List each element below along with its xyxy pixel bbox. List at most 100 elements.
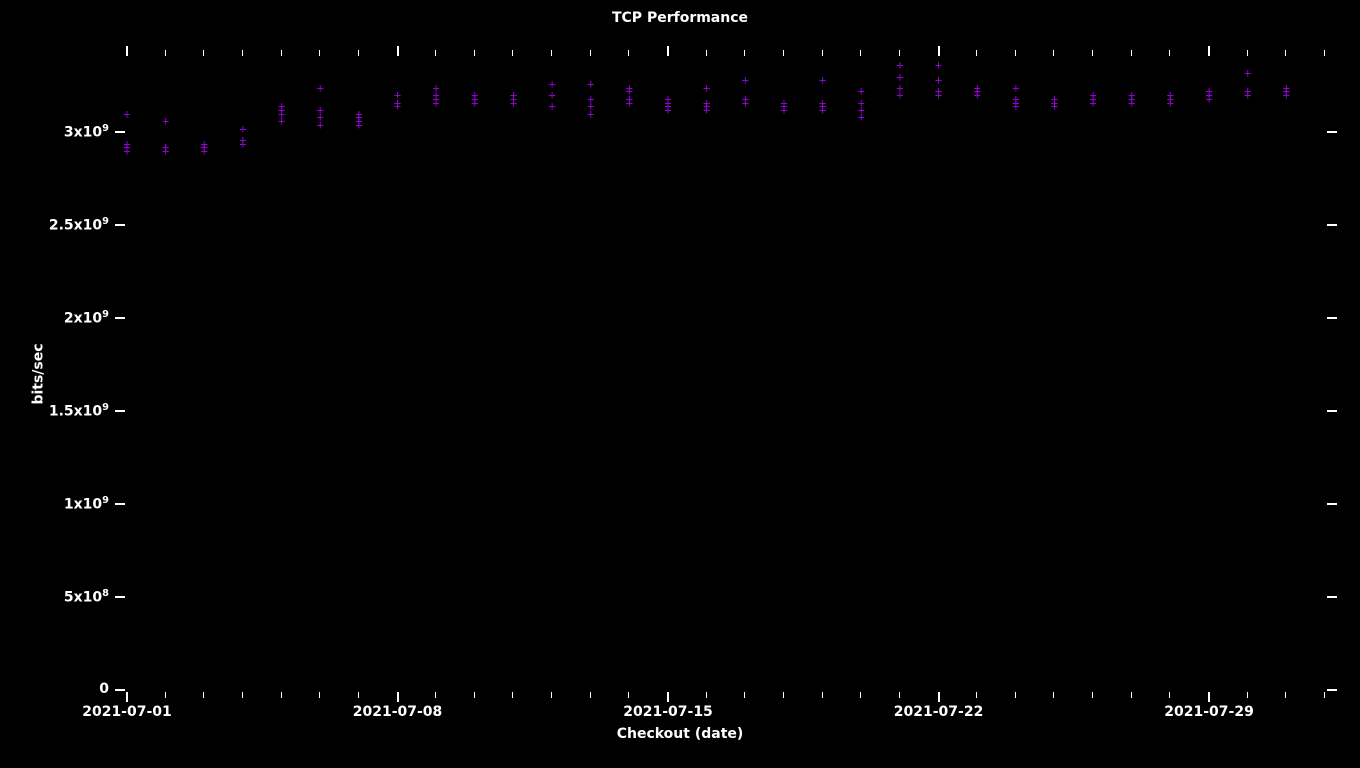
y-tick: [115, 689, 125, 691]
data-point: +: [316, 84, 324, 92]
y-tick: [1327, 224, 1337, 226]
x-minor-tick: [706, 692, 707, 698]
x-minor-tick: [899, 50, 900, 56]
x-minor-tick: [822, 50, 823, 56]
x-minor-tick: [628, 692, 629, 698]
data-point: +: [123, 147, 131, 155]
data-point: +: [548, 102, 556, 110]
data-point: +: [471, 99, 479, 107]
data-point: +: [973, 84, 981, 92]
x-minor-tick: [1131, 50, 1132, 56]
data-point: +: [200, 143, 208, 151]
x-minor-tick: [1131, 692, 1132, 698]
x-minor-tick: [860, 692, 861, 698]
x-minor-tick: [822, 692, 823, 698]
x-minor-tick: [1053, 692, 1054, 698]
x-minor-tick: [512, 50, 513, 56]
y-tick-label: 2x109: [64, 309, 109, 327]
y-tick: [115, 503, 125, 505]
x-minor-tick: [590, 50, 591, 56]
x-tick-label: 2021-07-01: [82, 704, 172, 720]
y-tick: [115, 317, 125, 319]
data-point: +: [162, 117, 170, 125]
y-tick-label: 1.5x109: [49, 402, 109, 420]
data-point: +: [587, 80, 595, 88]
y-tick-label: 2.5x109: [49, 216, 109, 234]
data-point: +: [162, 143, 170, 151]
x-major-tick: [667, 46, 669, 56]
x-minor-tick: [1015, 692, 1016, 698]
x-major-tick: [126, 692, 128, 702]
y-tick-label: 5x108: [64, 588, 109, 606]
x-minor-tick: [242, 50, 243, 56]
x-minor-tick: [474, 692, 475, 698]
x-minor-tick: [512, 692, 513, 698]
data-point: +: [780, 106, 788, 114]
data-point: +: [1244, 91, 1252, 99]
x-major-tick: [938, 692, 940, 702]
x-minor-tick: [281, 50, 282, 56]
y-tick-label: 0: [99, 681, 109, 697]
x-minor-tick: [165, 50, 166, 56]
y-tick: [1327, 689, 1337, 691]
data-point: +: [1166, 95, 1174, 103]
x-minor-tick: [551, 692, 552, 698]
x-major-tick: [397, 692, 399, 702]
x-major-tick: [938, 46, 940, 56]
y-tick: [1327, 131, 1337, 133]
x-tick-label: 2021-07-08: [353, 704, 443, 720]
x-minor-tick: [358, 692, 359, 698]
data-point: +: [625, 95, 633, 103]
x-tick-label: 2021-07-29: [1164, 704, 1254, 720]
data-point: +: [935, 91, 943, 99]
data-point: +: [896, 91, 904, 99]
x-minor-tick: [628, 50, 629, 56]
data-point: +: [123, 110, 131, 118]
data-point: +: [1282, 84, 1290, 92]
data-point: +: [316, 121, 324, 129]
x-minor-tick: [783, 692, 784, 698]
data-point: +: [664, 95, 672, 103]
x-minor-tick: [165, 692, 166, 698]
y-tick: [1327, 410, 1337, 412]
data-point: +: [1244, 69, 1252, 77]
x-minor-tick: [899, 692, 900, 698]
x-minor-tick: [203, 692, 204, 698]
data-point: +: [1012, 95, 1020, 103]
x-minor-tick: [1092, 692, 1093, 698]
data-point: +: [239, 125, 247, 133]
x-minor-tick: [1285, 692, 1286, 698]
y-tick: [115, 596, 125, 598]
x-minor-tick: [1053, 50, 1054, 56]
data-point: +: [1128, 95, 1136, 103]
x-minor-tick: [1324, 50, 1325, 56]
x-tick-label: 2021-07-22: [894, 704, 984, 720]
x-minor-tick: [474, 50, 475, 56]
data-point: +: [587, 95, 595, 103]
data-point: +: [857, 113, 865, 121]
data-point: +: [509, 99, 517, 107]
data-point: +: [355, 113, 363, 121]
y-tick: [115, 224, 125, 226]
data-point: +: [819, 102, 827, 110]
x-minor-tick: [319, 50, 320, 56]
x-major-tick: [1208, 692, 1210, 702]
data-point: +: [587, 110, 595, 118]
data-point: +: [935, 61, 943, 69]
x-minor-tick: [976, 692, 977, 698]
data-point: +: [741, 76, 749, 84]
data-point: +: [819, 76, 827, 84]
x-minor-tick: [551, 50, 552, 56]
data-point: +: [935, 76, 943, 84]
y-tick: [115, 410, 125, 412]
x-minor-tick: [1247, 50, 1248, 56]
x-minor-tick: [1092, 50, 1093, 56]
x-minor-tick: [358, 50, 359, 56]
x-minor-tick: [435, 692, 436, 698]
data-point: +: [664, 106, 672, 114]
data-point: +: [857, 87, 865, 95]
x-minor-tick: [976, 50, 977, 56]
x-minor-tick: [319, 692, 320, 698]
y-tick: [115, 131, 125, 133]
x-major-tick: [126, 46, 128, 56]
